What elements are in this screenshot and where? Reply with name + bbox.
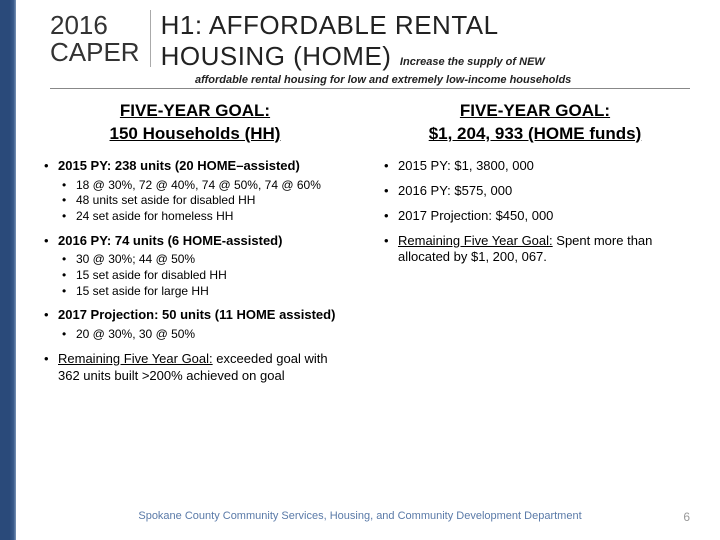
page-number: 6 xyxy=(683,510,690,524)
sub-item: 18 @ 30%, 72 @ 40%, 74 @ 50%, 74 @ 60% xyxy=(62,178,350,194)
sub-item: 48 units set aside for disabled HH xyxy=(62,193,350,209)
content: FIVE-YEAR GOAL: 150 Households (HH) 2015… xyxy=(40,100,690,392)
list-item: 2016 PY: 74 units (6 HOME-assisted) 30 @… xyxy=(44,233,350,300)
subtitle-under: affordable rental housing for low and ex… xyxy=(195,74,700,86)
side-accent-bar xyxy=(0,0,16,540)
header-rule xyxy=(50,88,690,89)
list-item: 2016 PY: $575, 000 xyxy=(384,183,690,200)
sub-item: 20 @ 30%, 30 @ 50% xyxy=(62,327,350,343)
title-block: H1: AFFORDABLE RENTAL HOUSING (HOME) Inc… xyxy=(161,10,700,72)
sub-item: 15 set aside for large HH xyxy=(62,284,350,300)
right-goal-header: FIVE-YEAR GOAL: $1, 204, 933 (HOME funds… xyxy=(380,100,690,146)
list-item: 2017 Projection: $450, 000 xyxy=(384,208,690,225)
list-item: Remaining Five Year Goal: exceeded goal … xyxy=(44,351,350,385)
header: 2016 CAPER H1: AFFORDABLE RENTAL HOUSING… xyxy=(50,10,700,86)
sub-item: 24 set aside for homeless HH xyxy=(62,209,350,225)
list-item: 2015 PY: 238 units (20 HOME–assisted) 18… xyxy=(44,158,350,225)
list-item: 2015 PY: $1, 3800, 000 xyxy=(384,158,690,175)
list-item: 2017 Projection: 50 units (11 HOME assis… xyxy=(44,307,350,342)
left-list: 2015 PY: 238 units (20 HOME–assisted) 18… xyxy=(40,158,350,385)
report-year: 2016 xyxy=(50,10,108,40)
report-badge: 2016 CAPER xyxy=(50,10,151,67)
left-column: FIVE-YEAR GOAL: 150 Households (HH) 2015… xyxy=(40,100,350,392)
list-item: Remaining Five Year Goal: Spent more tha… xyxy=(384,233,690,267)
sub-item: 15 set aside for disabled HH xyxy=(62,268,350,284)
sub-item: 30 @ 30%; 44 @ 50% xyxy=(62,252,350,268)
subtitle-inline: Increase the supply of NEW xyxy=(400,56,545,68)
left-goal-header: FIVE-YEAR GOAL: 150 Households (HH) xyxy=(40,100,350,146)
right-list: 2015 PY: $1, 3800, 000 2016 PY: $575, 00… xyxy=(380,158,690,266)
report-name: CAPER xyxy=(50,37,140,67)
right-column: FIVE-YEAR GOAL: $1, 204, 933 (HOME funds… xyxy=(380,100,690,392)
title-line-2: HOUSING (HOME) xyxy=(161,41,392,71)
title-line-1: H1: AFFORDABLE RENTAL xyxy=(161,10,700,41)
footer-text: Spokane County Community Services, Housi… xyxy=(0,510,720,522)
